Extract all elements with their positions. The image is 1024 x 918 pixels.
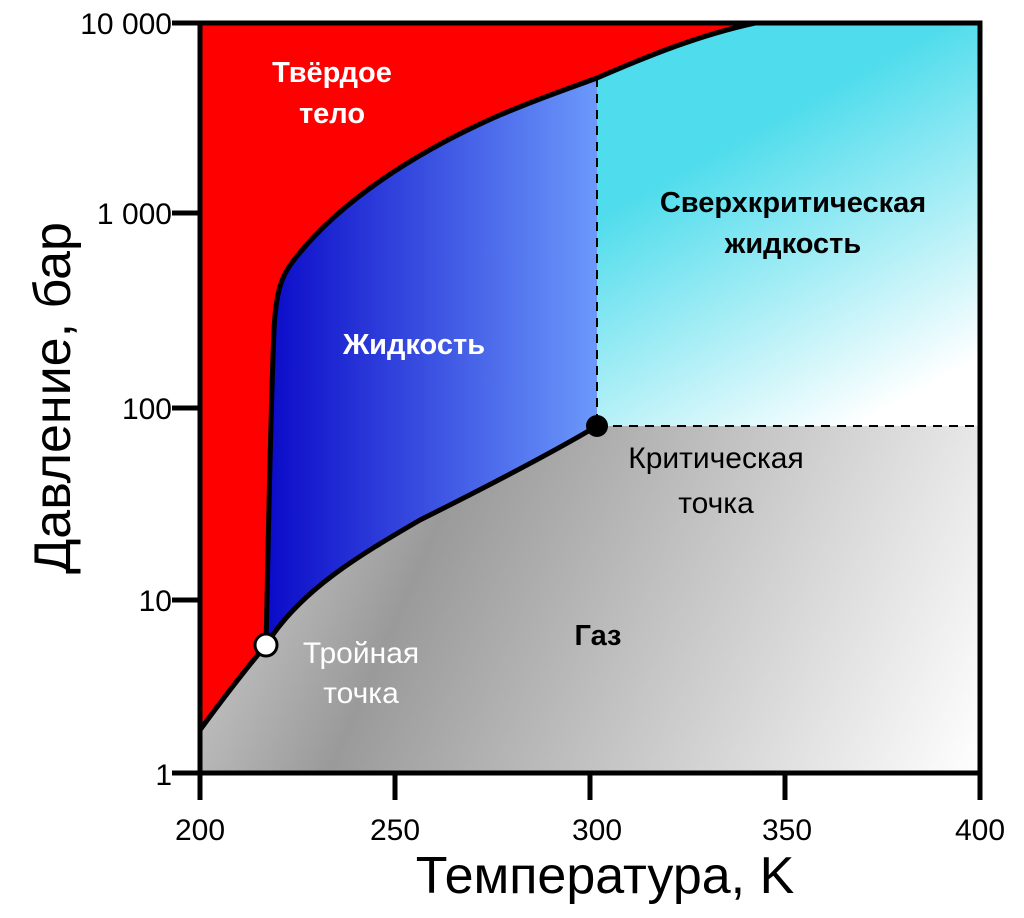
y-tick-label: 100: [122, 393, 172, 426]
x-axis: [197, 773, 983, 800]
solid-region: [200, 23, 755, 730]
critical-point-marker: [586, 415, 608, 437]
supercritical-region: [597, 23, 980, 426]
liquid-label: Жидкость: [342, 329, 485, 361]
x-tick-label: 200: [175, 814, 225, 847]
melting-curve: [263, 23, 756, 646]
y-tick-label: 1 000: [97, 198, 172, 231]
critical-point-label-line2: точка: [678, 487, 754, 520]
x-tick-label: 400: [955, 814, 1005, 847]
triple-point-marker: [253, 632, 279, 658]
supercritical-label-line2: жидкость: [724, 228, 861, 260]
x-tick-label: 350: [762, 814, 812, 847]
solid-label-line2: тело: [299, 98, 365, 130]
y-tick-label: 10: [139, 585, 172, 618]
liquid-region: [266, 78, 597, 645]
critical-point-label-line1: Критическая: [628, 442, 803, 475]
gas-label: Газ: [575, 620, 622, 652]
y-tick-label: 1: [155, 759, 172, 792]
triple-point-label-line1: Тройная: [303, 637, 419, 670]
solid-label-line1: Твёрдое: [272, 57, 392, 89]
supercritical-label-line1: Сверхкритическая: [660, 187, 926, 219]
y-axis: [172, 20, 200, 776]
x-tick-label: 300: [572, 814, 622, 847]
vaporization-curve: [263, 423, 599, 647]
y-axis-title: Давление, бар: [24, 222, 82, 574]
x-axis-title: Температура, K: [416, 847, 795, 905]
y-tick-label: 10 000: [80, 8, 172, 41]
x-tick-label: 250: [370, 814, 420, 847]
triple-point-label-line2: точка: [323, 677, 399, 710]
